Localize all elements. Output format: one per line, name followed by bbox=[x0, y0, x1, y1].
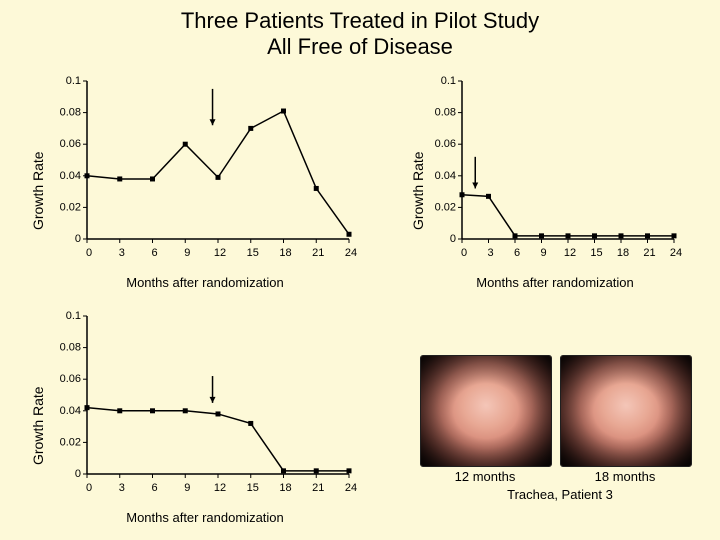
svg-text:0.08: 0.08 bbox=[60, 342, 81, 354]
xtick-label: 21 bbox=[308, 482, 328, 494]
xtick-label: 24 bbox=[341, 247, 361, 259]
svg-text:0: 0 bbox=[75, 233, 81, 245]
svg-text:0.04: 0.04 bbox=[60, 405, 81, 417]
slide-title: Three Patients Treated in Pilot Study Al… bbox=[0, 8, 720, 61]
svg-text:0.06: 0.06 bbox=[60, 373, 81, 385]
chart1: 0 0.02 0.04 0.06 0.08 0.1 bbox=[55, 75, 355, 245]
svg-text:0.08: 0.08 bbox=[435, 107, 456, 119]
svg-text:0.1: 0.1 bbox=[66, 310, 81, 322]
xtick-label: 18 bbox=[276, 247, 296, 259]
xtick-label: 21 bbox=[640, 247, 660, 259]
xtick-label: 15 bbox=[243, 247, 263, 259]
svg-text:0.02: 0.02 bbox=[60, 436, 81, 448]
xtick-label: 3 bbox=[481, 247, 501, 259]
svg-text:0.08: 0.08 bbox=[60, 107, 81, 119]
photo-caption-12mo: 12 months bbox=[420, 469, 550, 484]
xtick-label: 6 bbox=[145, 482, 165, 494]
chart1-xlabel: Months after randomization bbox=[55, 275, 355, 290]
xtick-label: 3 bbox=[112, 482, 132, 494]
xtick-label: 6 bbox=[145, 247, 165, 259]
xtick-label: 12 bbox=[210, 482, 230, 494]
svg-text:0.02: 0.02 bbox=[60, 201, 81, 213]
chart2-ylabel: Growth Rate bbox=[410, 151, 426, 230]
chart2: 0 0.02 0.04 0.06 0.08 0.1 bbox=[430, 75, 680, 245]
chart3-xlabel: Months after randomization bbox=[55, 510, 355, 525]
xtick-label: 24 bbox=[666, 247, 686, 259]
svg-text:0.04: 0.04 bbox=[60, 170, 81, 182]
chart2-xlabel: Months after randomization bbox=[430, 275, 680, 290]
title-line2: All Free of Disease bbox=[267, 34, 453, 59]
xtick-label: 12 bbox=[210, 247, 230, 259]
slide-root: Three Patients Treated in Pilot Study Al… bbox=[0, 0, 720, 540]
xtick-label: 0 bbox=[79, 247, 99, 259]
svg-text:0.06: 0.06 bbox=[435, 138, 456, 150]
svg-text:0.06: 0.06 bbox=[60, 138, 81, 150]
xtick-label: 18 bbox=[276, 482, 296, 494]
xtick-label: 0 bbox=[454, 247, 474, 259]
xtick-label: 9 bbox=[177, 247, 197, 259]
xtick-label: 15 bbox=[243, 482, 263, 494]
trachea-photo-panel: 12 months 18 months Trachea, Patient 3 bbox=[420, 355, 700, 515]
trachea-photo-12mo bbox=[420, 355, 552, 467]
chart3-ylabel: Growth Rate bbox=[30, 386, 46, 465]
svg-text:0.1: 0.1 bbox=[66, 75, 81, 87]
svg-text:0: 0 bbox=[75, 468, 81, 480]
xtick-label: 12 bbox=[560, 247, 580, 259]
xtick-label: 21 bbox=[308, 247, 328, 259]
title-line1: Three Patients Treated in Pilot Study bbox=[181, 8, 539, 33]
xtick-label: 0 bbox=[79, 482, 99, 494]
trachea-photo-18mo bbox=[560, 355, 692, 467]
chart3: 0 0.02 0.04 0.06 0.08 0.1 bbox=[55, 310, 355, 480]
svg-text:0.02: 0.02 bbox=[435, 201, 456, 213]
chart1-ylabel: Growth Rate bbox=[30, 151, 46, 230]
xtick-label: 24 bbox=[341, 482, 361, 494]
photo-caption-18mo: 18 months bbox=[560, 469, 690, 484]
photo-subject-caption: Trachea, Patient 3 bbox=[420, 487, 700, 502]
xtick-label: 15 bbox=[587, 247, 607, 259]
svg-text:0: 0 bbox=[450, 233, 456, 245]
xtick-label: 18 bbox=[613, 247, 633, 259]
xtick-label: 6 bbox=[507, 247, 527, 259]
svg-text:0.04: 0.04 bbox=[435, 170, 456, 182]
xtick-label: 9 bbox=[534, 247, 554, 259]
xtick-label: 9 bbox=[177, 482, 197, 494]
xtick-label: 3 bbox=[112, 247, 132, 259]
svg-text:0.1: 0.1 bbox=[441, 75, 456, 87]
